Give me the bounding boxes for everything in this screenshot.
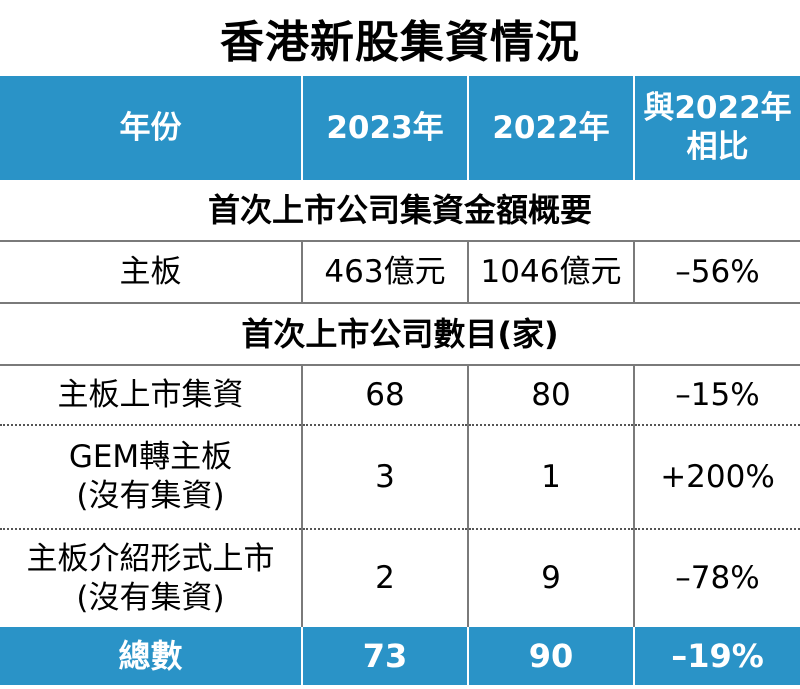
total-2022: 90 [467,627,634,685]
cell-2022: 9 [467,528,634,627]
header-2022: 2022年 [467,76,634,180]
cell-change: –56% [633,240,800,304]
row-label: 主板 [0,240,302,304]
total-row: 總數 73 90 –19% [0,627,800,685]
cell-2022: 1 [467,424,634,529]
row-label-line2: (沒有集資) [76,579,225,616]
ipo-fundraising-table: 年份 2023年 2022年 與2022年 相比 首次上市公司集資金額概要 主板… [0,76,800,685]
table-header-row: 年份 2023年 2022年 與2022年 相比 [0,76,800,180]
total-label: 總數 [0,627,302,685]
row-label: GEM轉主板 (沒有集資) [0,424,302,529]
header-comparison: 與2022年 相比 [633,76,800,180]
table-row: GEM轉主板 (沒有集資) 3 1 +200% [0,424,800,529]
total-2023: 73 [301,627,468,685]
section-heading-row: 首次上市公司集資金額概要 [0,180,800,241]
cell-2023: 463億元 [301,240,468,304]
row-label: 主板上市集資 [0,364,302,425]
row-label-line1: 主板介紹形式上市 [26,540,275,577]
header-comparison-line2: 相比 [686,129,749,165]
row-label-line1: GEM轉主板 [68,439,233,476]
header-comparison-line1: 與2022年 [643,90,792,127]
header-2023: 2023年 [301,76,468,180]
cell-change: +200% [633,424,800,529]
table-row: 主板上市集資 68 80 –15% [0,364,800,425]
cell-2023: 3 [301,424,468,529]
section2-heading: 首次上市公司數目(家) [0,303,800,365]
page-title: 香港新股集資情況 [220,17,580,68]
section-heading-row: 首次上市公司數目(家) [0,303,800,365]
table-row: 主板介紹形式上市 (沒有集資) 2 9 –78% [0,528,800,627]
cell-change: –15% [633,364,800,425]
total-change: –19% [633,627,800,685]
row-label-line2: (沒有集資) [76,478,225,514]
row-label: 主板介紹形式上市 (沒有集資) [0,528,302,627]
cell-2023: 2 [301,528,468,627]
cell-change: –78% [633,528,800,627]
table-row: 主板 463億元 1046億元 –56% [0,240,800,304]
cell-2022: 80 [467,364,634,425]
section1-heading: 首次上市公司集資金額概要 [0,180,800,241]
cell-2023: 68 [301,364,468,425]
cell-2022: 1046億元 [467,240,634,304]
header-year: 年份 [0,76,302,180]
